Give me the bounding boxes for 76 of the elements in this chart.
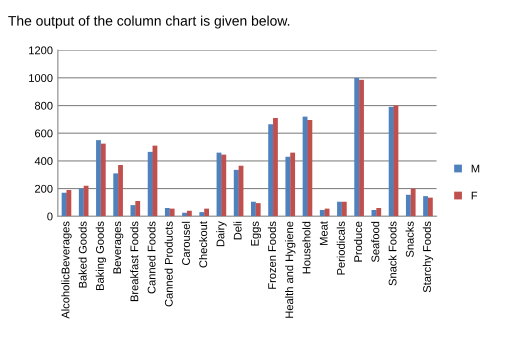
bar — [256, 203, 261, 216]
y-tick-label: 0 — [47, 212, 53, 220]
x-tick-label: AlcoholicBeverages — [61, 222, 72, 319]
x-tick-label: Beverages — [113, 222, 124, 274]
bar — [186, 210, 192, 216]
bar — [285, 156, 290, 216]
bar — [204, 208, 210, 216]
bar — [148, 152, 153, 216]
bar — [66, 190, 72, 216]
y-tick-label: 200 — [35, 184, 53, 193]
y-tick-label: 1000 — [29, 74, 53, 82]
x-tick-label: Checkout — [199, 221, 208, 268]
bar — [216, 152, 222, 216]
x-tick-label: Household — [302, 222, 310, 274]
bar — [273, 118, 278, 216]
bar — [423, 196, 428, 216]
bar — [302, 116, 308, 216]
x-tick-label: Periodicals — [336, 222, 345, 275]
bar — [410, 188, 416, 216]
bar — [234, 170, 239, 216]
bar — [359, 80, 364, 216]
bar — [406, 194, 411, 216]
bar — [320, 210, 325, 216]
x-tick-label: Snack Foods — [388, 222, 397, 286]
bar — [372, 210, 376, 216]
y-tick-label: 400 — [34, 157, 53, 166]
bar — [135, 201, 140, 216]
x-tick-label: Canned Products — [164, 222, 173, 306]
bar — [100, 144, 106, 216]
bar — [394, 106, 398, 216]
x-tick-label: Frozen Foods — [268, 222, 276, 289]
bar — [152, 146, 158, 216]
x-tick-label: Breakfast Foods — [130, 222, 138, 302]
bar — [307, 120, 312, 216]
x-tick-label: Baking Goods — [96, 222, 106, 290]
bar — [342, 202, 347, 216]
bar — [182, 212, 187, 216]
x-tick-label: Eggs — [251, 222, 262, 246]
x-tick-label: Meat — [320, 221, 328, 245]
bar — [388, 106, 394, 216]
legend-label: F — [472, 192, 478, 200]
x-tick-label: Dairy — [216, 221, 227, 246]
x-tick-label: Snacks — [406, 222, 414, 258]
bar — [113, 173, 118, 216]
bar — [238, 166, 244, 216]
x-tick-label: Baked Goods — [78, 222, 87, 288]
bar — [84, 186, 88, 216]
y-tick-label: 600 — [35, 129, 53, 138]
bar — [130, 205, 136, 216]
x-tick-label: Starchy Foods — [422, 222, 434, 292]
x-tick-label: Deli — [233, 222, 242, 240]
bar — [376, 208, 382, 216]
legend-label: M — [472, 164, 480, 172]
bar — [268, 124, 274, 216]
bar — [164, 208, 170, 216]
bar — [78, 188, 84, 216]
bar — [199, 212, 204, 216]
bar — [62, 192, 66, 216]
bar — [251, 202, 256, 216]
bar — [221, 154, 226, 216]
bar — [290, 152, 296, 216]
bar — [96, 140, 101, 216]
x-tick-label: Health and Hygiene — [285, 222, 296, 318]
bar — [337, 202, 342, 216]
chart-title: The output of the column chart is given below. — [8, 16, 290, 29]
x-tick-label: Seafood — [371, 222, 380, 262]
bar — [324, 208, 330, 216]
y-tick-label: 1200 — [29, 46, 53, 54]
x-tick-label: Carousel — [182, 222, 190, 266]
bar — [428, 198, 433, 216]
y-tick-label: 800 — [34, 102, 53, 110]
bar — [118, 165, 123, 216]
x-tick-label: Produce — [354, 222, 362, 262]
bar — [354, 78, 360, 216]
bar — [170, 208, 175, 216]
x-tick-label: Canned Foods — [147, 222, 156, 294]
